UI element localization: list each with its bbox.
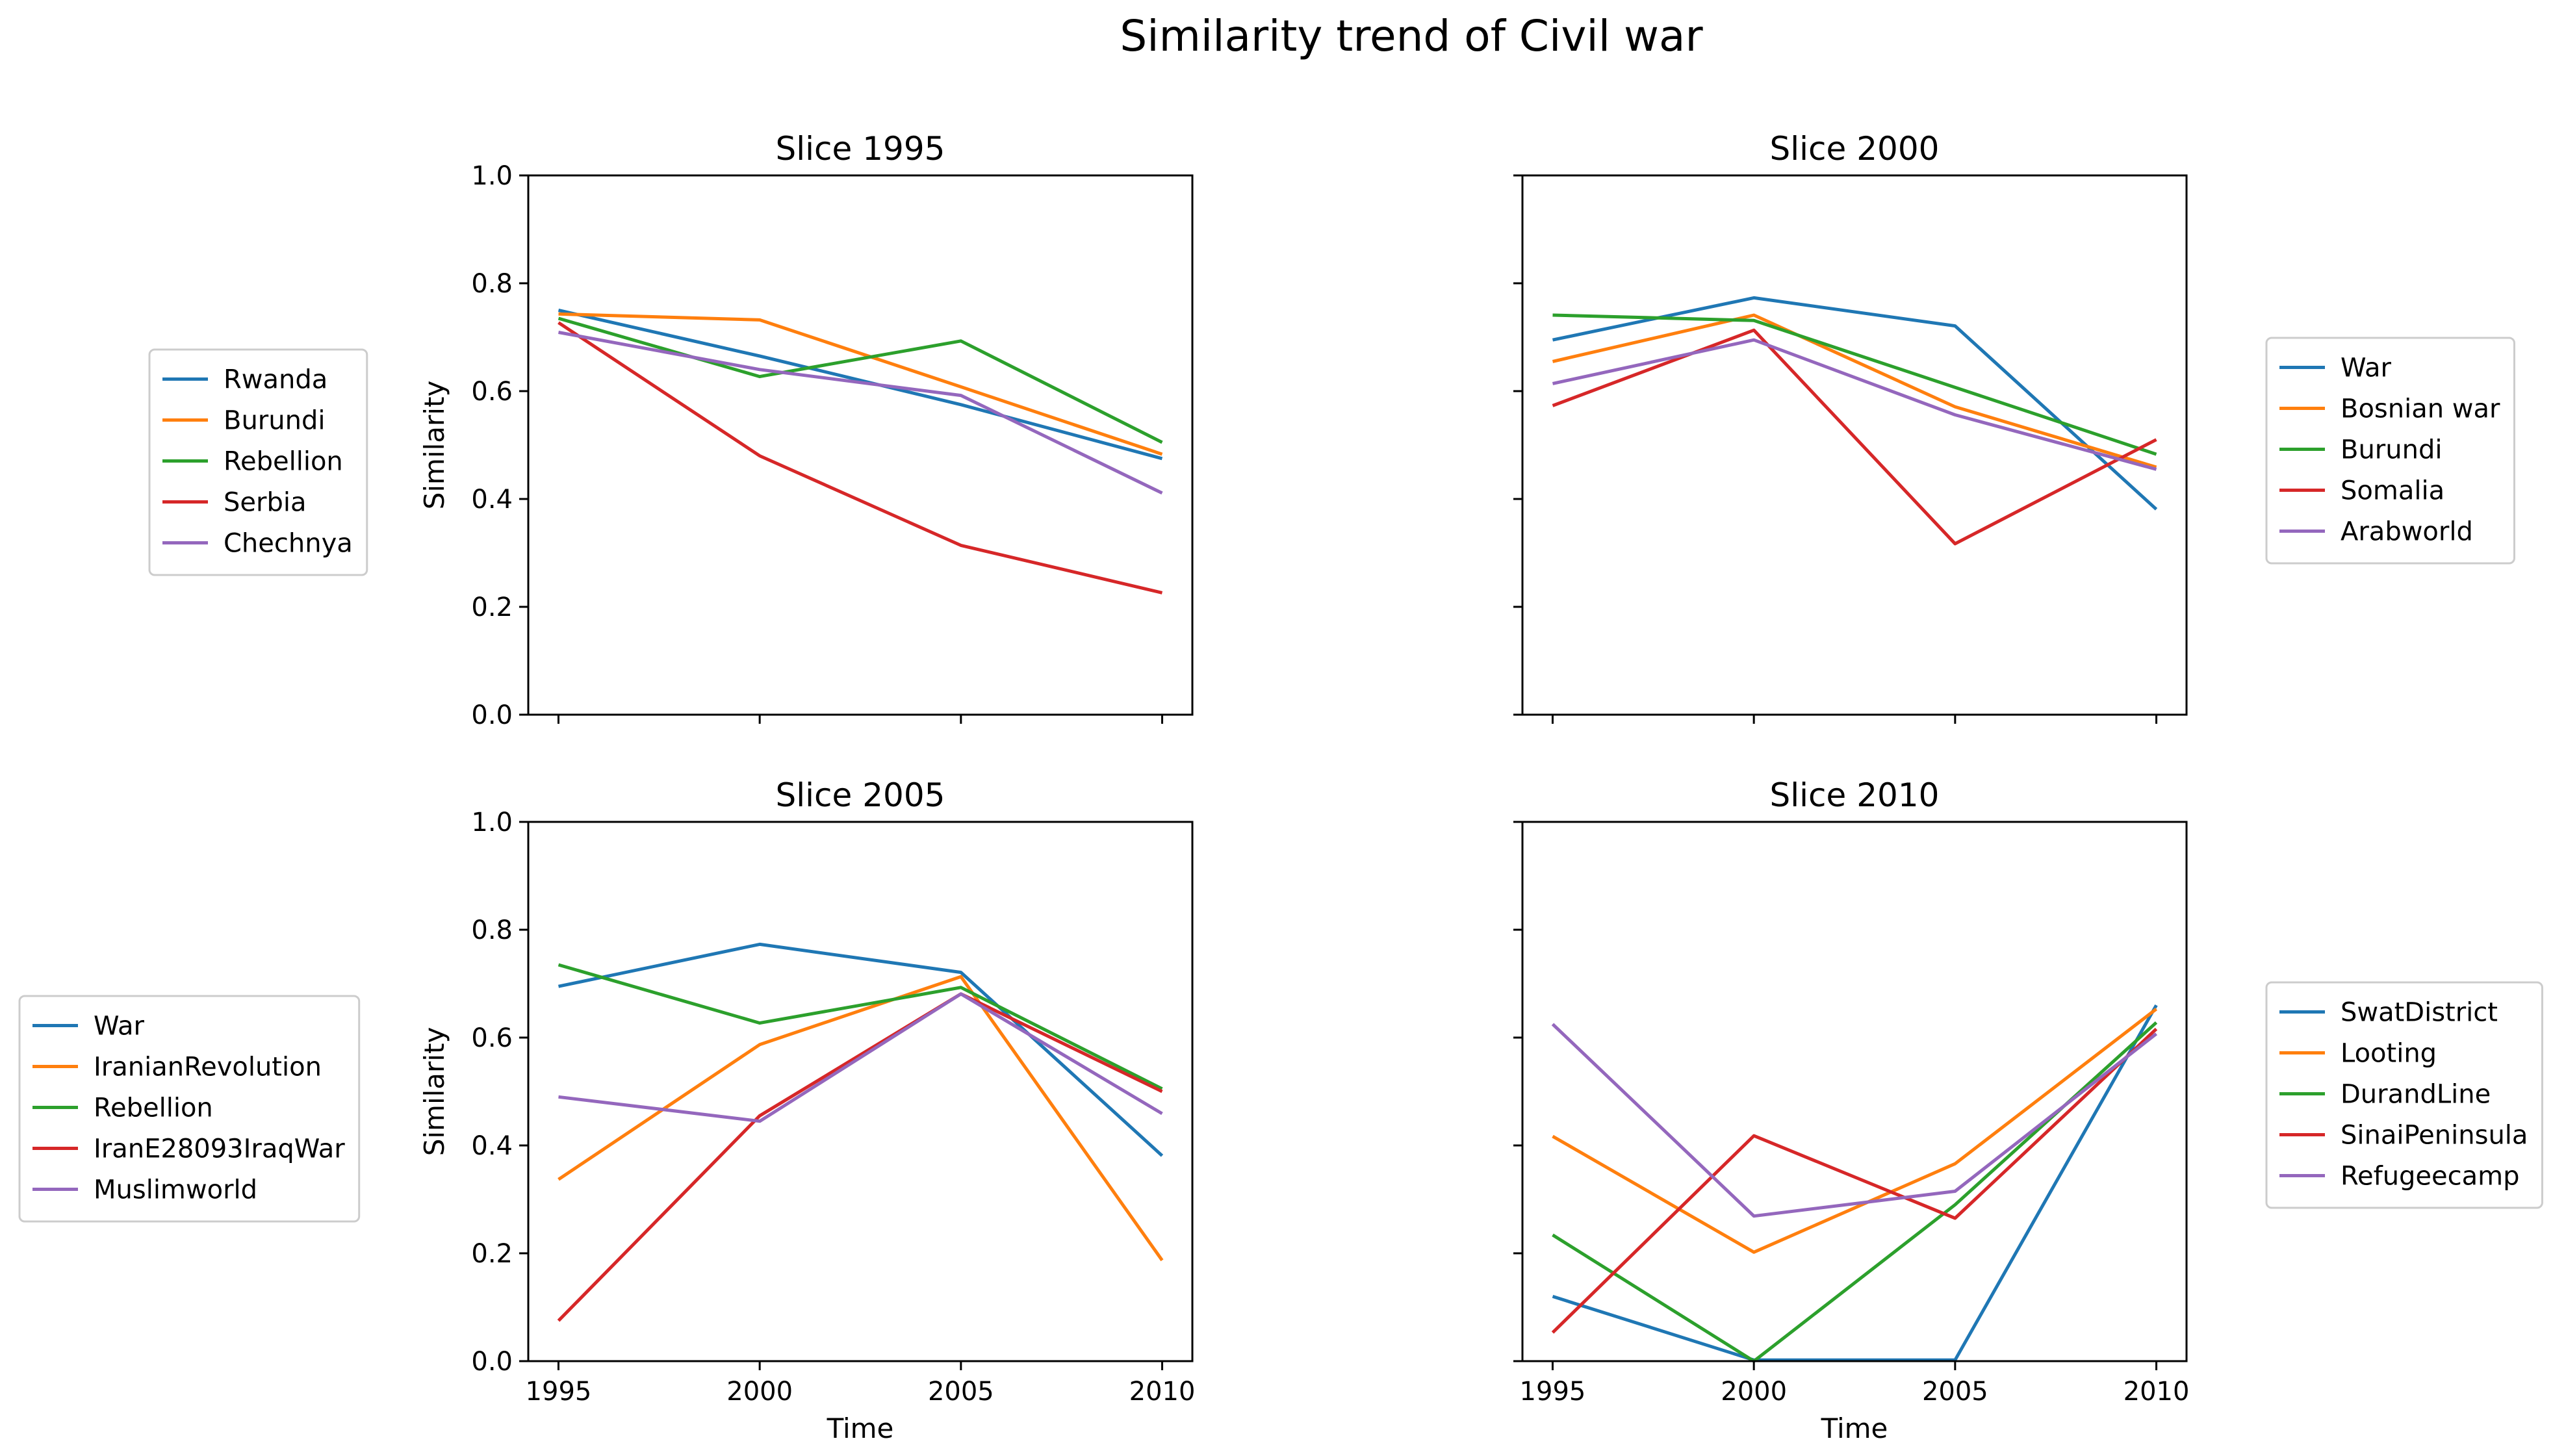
- y-tick-label: 0.6: [471, 377, 513, 407]
- y-tick-label: 0.0: [471, 1347, 513, 1377]
- axes-frame: [527, 821, 1194, 1362]
- legend: War Bosnian war Burundi Somalia Arabworld: [2265, 337, 2515, 565]
- series-line-refugeecamp: [1551, 1023, 2158, 1218]
- legend-label: SwatDistrict: [2341, 998, 2498, 1028]
- subplot-title: Slice 2010: [1770, 776, 1940, 814]
- x-tick-label: 2005: [928, 1377, 994, 1407]
- y-axis-label: Similarity: [418, 1027, 450, 1156]
- x-tick-label: 1995: [526, 1377, 592, 1407]
- series-line-war: [1552, 296, 2158, 511]
- y-tick-label: 1.0: [471, 808, 513, 837]
- y-tick-label: 0.2: [471, 593, 513, 622]
- legend-label: IranE28093IraqWar: [94, 1134, 345, 1164]
- legend-label: IranianRevolution: [94, 1053, 322, 1082]
- legend-label: Muslimworld: [94, 1175, 257, 1205]
- y-tick-label: 1.0: [471, 161, 513, 191]
- legend-box: [2265, 981, 2543, 1209]
- subplot-2: Slice 2000 War Bosnian war Burundi Somalia Ar…: [1513, 130, 2515, 724]
- x-tick-label: 1995: [1520, 1377, 1586, 1407]
- y-tick-label: 0.6: [471, 1023, 513, 1053]
- legend-label: Arabworld: [2341, 517, 2473, 547]
- figure-title: Similarity trend of Civil war: [1120, 11, 1703, 61]
- subplot-1: Slice 1995 0.0 0.2 0.4 0.6 0.8 1.0 Similarity Rw…: [148, 130, 1194, 730]
- legend-label: Looting: [2341, 1039, 2437, 1069]
- legend-label: Burundi: [2341, 435, 2442, 465]
- x-tick-label: 2000: [1721, 1377, 1787, 1407]
- x-axis-label: Time: [1821, 1412, 1888, 1444]
- series-line-chechnya: [558, 331, 1163, 495]
- legend-label: Burundi: [224, 406, 325, 436]
- y-tick-label: 0.0: [471, 700, 513, 730]
- series-line-burundi: [558, 312, 1163, 456]
- legend-label: Rebellion: [224, 447, 343, 477]
- axes-frame: [527, 174, 1194, 716]
- legend-box: [2265, 337, 2515, 565]
- legend-label: Somalia: [2341, 476, 2444, 506]
- x-tick-label: 2000: [726, 1377, 793, 1407]
- series-line-bosnian-war: [1552, 313, 2157, 469]
- subplot-title: Slice 1995: [776, 130, 945, 168]
- legend-box: [148, 348, 368, 576]
- y-tick-label: 0.2: [471, 1239, 513, 1269]
- subplot-3: Slice 2005 0.0 0.2 0.4 0.6 0.8 1.0 1995 2000 2005…: [18, 776, 1196, 1444]
- series-line-rebellion: [558, 963, 1163, 1091]
- y-tick-label: 0.4: [471, 485, 513, 515]
- series-line-swatdistrict: [1552, 1004, 2158, 1362]
- axes-frame: [1521, 821, 2188, 1362]
- x-tick-label: 2010: [2123, 1377, 2190, 1407]
- x-tick-label: 2010: [1129, 1377, 1196, 1407]
- legend-label: Rwanda: [224, 365, 327, 395]
- legend-label: Bosnian war: [2341, 394, 2500, 424]
- legend-label: SinaiPeninsula: [2341, 1121, 2528, 1151]
- legend-label: Refugeecamp: [2341, 1162, 2520, 1192]
- series-line-somalia: [1552, 328, 2157, 546]
- subplot-title: Slice 2000: [1770, 130, 1940, 168]
- legend-box: [18, 995, 361, 1223]
- subplot-title: Slice 2005: [776, 776, 945, 814]
- series-line-durandline: [1552, 1021, 2158, 1363]
- series-line-serbia: [558, 321, 1163, 594]
- series-line-iranianrevolution: [558, 975, 1164, 1262]
- legend-label: Rebellion: [94, 1093, 213, 1123]
- subplot-4: Slice 2010 1995 2000 2005 2010 Time SwatDistri…: [1513, 776, 2543, 1444]
- x-tick-label: 2005: [1922, 1377, 1988, 1407]
- y-tick-label: 0.4: [471, 1131, 513, 1161]
- legend: Rwanda Burundi Rebellion Serbia Chechnya: [148, 348, 368, 576]
- series-line-rwanda: [558, 309, 1163, 461]
- axes-frame: [1521, 174, 2188, 716]
- series-line-muslimworld: [558, 992, 1163, 1123]
- legend-label: Chechnya: [224, 529, 353, 559]
- series-line-arabworld: [1552, 338, 2157, 471]
- y-tick-label: 0.8: [471, 915, 513, 945]
- legend-label: War: [94, 1012, 145, 1041]
- series-line-looting: [1552, 1008, 2158, 1254]
- legend-label: Serbia: [224, 488, 306, 518]
- legend: War IranianRevolution Rebellion IranE28093I…: [18, 995, 361, 1223]
- y-tick-label: 0.8: [471, 269, 513, 299]
- legend-label: DurandLine: [2341, 1080, 2491, 1110]
- legend-label: War: [2341, 353, 2392, 383]
- series-line-irane28093iraqwar: [557, 992, 1163, 1322]
- series-line-burundi: [1552, 313, 2157, 456]
- x-axis-label: Time: [827, 1412, 894, 1444]
- legend: SwatDistrict Looting DurandLine SinaiPenins…: [2265, 981, 2543, 1209]
- series-line-war: [558, 942, 1164, 1157]
- y-axis-label: Similarity: [418, 381, 450, 510]
- series-line-sinaipeninsula: [1551, 1027, 2158, 1334]
- series-line-rebellion: [558, 316, 1163, 444]
